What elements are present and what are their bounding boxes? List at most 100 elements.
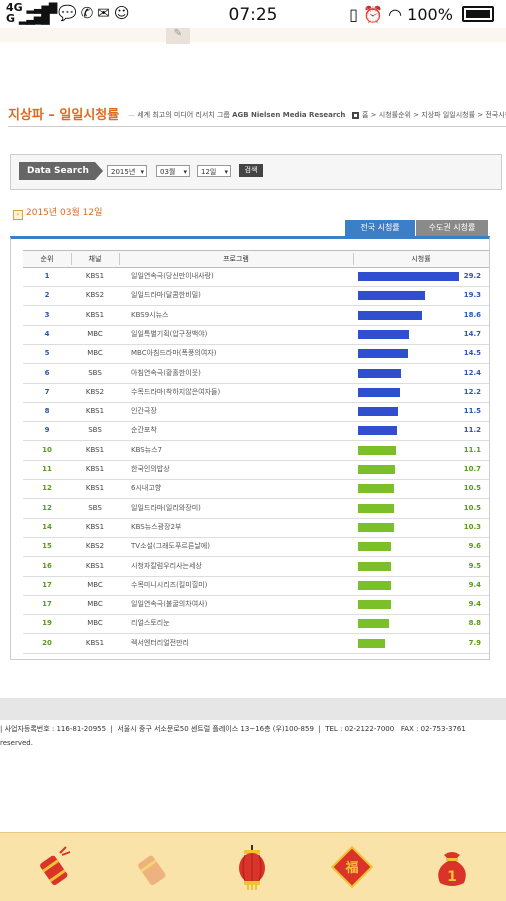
- channel-cell: KBS1: [85, 445, 105, 454]
- lucky-bag-icon[interactable]: 1: [428, 843, 476, 891]
- firecracker-faded-icon[interactable]: [128, 843, 176, 891]
- program-cell[interactable]: 일일드라마(달콤한비밀): [131, 291, 201, 300]
- search-button[interactable]: 검색: [239, 164, 263, 177]
- month-select[interactable]: 03월: [156, 165, 190, 178]
- table-row[interactable]: 16 KBS1 시청자칼럼우리사는세상 9.5: [23, 557, 489, 577]
- rating-bar: [358, 407, 398, 417]
- table-row[interactable]: 3 KBS1 KBS9시뉴스 18.6: [23, 306, 489, 326]
- network-indicator: 4G ▂▃▅▇ G ▂▃▅▇: [6, 1, 57, 25]
- program-cell[interactable]: KBS뉴스광장2부: [131, 522, 182, 531]
- rating-value: 11.2: [463, 426, 481, 435]
- channel-cell: SBS: [88, 426, 102, 435]
- program-cell[interactable]: 인간극장: [131, 407, 157, 416]
- firecracker-icon[interactable]: [30, 843, 78, 891]
- table-row[interactable]: 9 SBS 순간포착 11.2: [23, 421, 489, 442]
- rank-cell: 8: [44, 407, 50, 416]
- table-row[interactable]: 15 KBS2 TV소설(그래도푸르른날에) 9.6: [23, 537, 489, 558]
- table-row[interactable]: 19 MBC 리얼스토리눈 8.8: [23, 614, 489, 635]
- program-cell[interactable]: KBS뉴스7: [131, 445, 163, 454]
- selected-date: › 2015년 03월 12일: [13, 205, 102, 220]
- channel-cell: MBC: [87, 600, 103, 609]
- program-cell[interactable]: 수목미니시리즈(킬미힐미): [131, 580, 208, 589]
- rank-cell: 17: [42, 580, 52, 589]
- wifi-icon: ◠: [388, 5, 403, 24]
- table-row[interactable]: 5 MBC MBC아침드라마(폭풍의여자) 14.5: [23, 344, 489, 365]
- channel-cell: KBS2: [85, 291, 105, 300]
- rank-cell: 3: [44, 310, 50, 319]
- table-row[interactable]: 17 MBC 일일연속극(불굴의차여사) 9.4: [23, 595, 489, 616]
- channel-cell: MBC: [87, 349, 103, 358]
- program-cell[interactable]: 순간포착: [131, 426, 157, 435]
- rating-value: 12.2: [463, 387, 481, 396]
- program-cell[interactable]: 일일연속극(불굴의차여사): [131, 600, 208, 609]
- channel-cell: MBC: [87, 329, 103, 338]
- program-cell[interactable]: 일일특별기획(압구정백야): [131, 329, 208, 338]
- rank-cell: 9: [44, 426, 50, 435]
- fortune-sign-icon[interactable]: 福: [328, 843, 376, 891]
- rating-value: 9.4: [468, 580, 481, 589]
- rank-cell: 12: [42, 503, 52, 512]
- rank-cell: 5: [44, 349, 50, 358]
- table-row[interactable]: 11 KBS1 한국인의밥상 10.7: [23, 460, 489, 480]
- channel-cell: SBS: [88, 368, 102, 377]
- program-cell[interactable]: 시청자칼럼우리사는세상: [131, 561, 202, 570]
- table-row[interactable]: 20 KBS1 렉서엔터리얼전만리 7.9: [23, 634, 489, 654]
- tab-national-rating[interactable]: 전국 시청률: [345, 220, 415, 236]
- header-program: 프로그램: [223, 255, 249, 263]
- channel-cell: KBS1: [85, 484, 105, 493]
- day-select[interactable]: 12일: [197, 165, 231, 178]
- phone-icon: ✆: [80, 4, 98, 22]
- tab-capital-rating[interactable]: 수도권 시청률: [416, 220, 488, 236]
- rank-cell: 16: [42, 561, 52, 570]
- table-row[interactable]: 14 KBS1 KBS뉴스광장2부 10.3: [23, 518, 489, 538]
- rating-bar: [358, 368, 401, 378]
- program-cell[interactable]: 아침연속극(황홀한이웃): [131, 368, 201, 377]
- table-row[interactable]: 7 KBS2 수목드라마(착하지않은여자들) 12.2: [23, 383, 489, 403]
- rating-value: 10.3: [463, 522, 481, 531]
- status-right: ▯ ⏰ ◠ 100%: [349, 5, 494, 24]
- program-cell[interactable]: 일일드라마(일리와장미): [131, 503, 201, 512]
- rating-value: 29.2: [463, 272, 481, 280]
- table-row[interactable]: 17 MBC 수목미니시리즈(킬미힐미) 9.4: [23, 576, 489, 596]
- notification-icons: 💬✆✉☺: [58, 4, 133, 22]
- program-cell[interactable]: 일일연속극(당신만이내사랑): [131, 272, 214, 280]
- program-cell[interactable]: 6시내고향: [131, 484, 162, 493]
- lantern-icon[interactable]: [228, 843, 276, 891]
- lucky-bag-badge: 1: [447, 869, 457, 885]
- rating-value: 8.8: [468, 619, 481, 628]
- program-cell[interactable]: 리얼스토리눈: [131, 619, 170, 628]
- table-row[interactable]: 4 MBC 일일특별기획(압구정백야) 14.7: [23, 325, 489, 345]
- rank-cell: 4: [44, 329, 50, 338]
- program-cell[interactable]: KBS9시뉴스: [131, 310, 169, 319]
- table-row[interactable]: 8 KBS1 인간극장 11.5: [23, 402, 489, 423]
- channel-cell: MBC: [87, 619, 103, 628]
- header-rank: 순위: [40, 255, 54, 263]
- svg-text:福: 福: [344, 860, 358, 876]
- arrow-icon: ›: [13, 210, 23, 220]
- program-cell[interactable]: 렉서엔터리얼전만리: [131, 638, 189, 647]
- program-cell[interactable]: MBC아침드라마(폭풍의여자): [131, 349, 217, 358]
- rating-bar: [358, 484, 394, 494]
- vibrate-icon: ▯: [349, 5, 358, 24]
- rank-cell: 1: [44, 272, 50, 280]
- rank-cell: 11: [42, 465, 52, 473]
- table-row[interactable]: 6 SBS 아침연속극(황홀한이웃) 12.4: [23, 364, 489, 384]
- channel-cell: KBS1: [85, 465, 105, 473]
- year-select[interactable]: 2015년: [107, 165, 147, 178]
- rating-value: 11.5: [463, 407, 481, 416]
- rating-bar: [358, 503, 394, 513]
- table-row[interactable]: 12 KBS1 6시내고향 10.5: [23, 479, 489, 500]
- table-row[interactable]: 10 KBS1 KBS뉴스7 11.1: [23, 441, 489, 461]
- home-icon: ▪: [352, 112, 359, 119]
- program-cell[interactable]: 수목드라마(착하지않은여자들): [131, 387, 221, 396]
- edit-icon[interactable]: ✎: [166, 28, 190, 44]
- table-row[interactable]: 2 KBS2 일일드라마(달콤한비밀) 19.3: [23, 286, 489, 307]
- table-row[interactable]: 1 KBS1 일일연속극(당신만이내사랑) 29.2: [23, 267, 489, 287]
- table-row[interactable]: 12 SBS 일일드라마(일리와장미) 10.5: [23, 499, 489, 519]
- rating-value: 7.9: [468, 638, 481, 647]
- rating-value: 9.6: [468, 542, 481, 551]
- channel-cell: MBC: [87, 580, 103, 589]
- program-cell[interactable]: TV소설(그래도푸르른날에): [131, 542, 210, 551]
- program-cell[interactable]: 한국인의밥상: [131, 465, 170, 473]
- battery-percent: 100%: [407, 5, 453, 24]
